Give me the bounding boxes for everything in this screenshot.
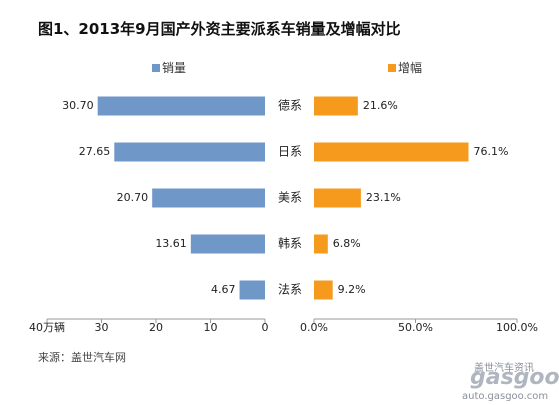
growth-bar — [314, 96, 358, 116]
sales-tick-label: 10 — [204, 321, 218, 334]
category-label: 日系 — [278, 145, 302, 159]
growth-bar — [314, 280, 333, 300]
growth-value-label: 21.6% — [363, 99, 398, 112]
growth-value-label: 9.2% — [338, 283, 366, 296]
legend: 销量 增幅 — [152, 60, 422, 75]
growth-tick-label: 50.0% — [398, 321, 433, 334]
sales-bar — [190, 234, 265, 254]
legend-label-growth: 增幅 — [398, 60, 422, 75]
sales-value-label: 27.65 — [79, 145, 111, 158]
legend-label-sales: 销量 — [162, 61, 186, 75]
category-label: 美系 — [278, 191, 302, 205]
sales-bars: 30.70 27.65 20.70 13.61 4.67 — [62, 96, 266, 300]
sales-bar — [152, 188, 265, 208]
sales-tick-label: 30 — [95, 321, 109, 334]
growth-value-label: 6.8% — [333, 237, 361, 250]
sales-value-label: 13.61 — [155, 237, 187, 250]
category-label: 韩系 — [278, 236, 302, 251]
growth-tick-label: 100.0% — [496, 321, 538, 334]
growth-axis: 0.0% 50.0% 100.0% — [300, 318, 538, 334]
sales-tick-label: 0 — [262, 321, 269, 334]
sales-bar — [239, 280, 265, 300]
chart-title: 图1、2013年9月国产外资主要派系车销量及增幅对比 — [38, 20, 401, 38]
sales-value-label: 4.67 — [211, 283, 236, 296]
sales-tick-label: 20 — [149, 321, 163, 334]
sales-value-label: 30.70 — [62, 99, 94, 112]
watermark-logo: gasgoo — [470, 365, 559, 390]
watermark-tagline: 盖世汽车资讯 — [474, 361, 534, 374]
growth-bars: 21.6% 76.1% 23.1% 6.8% 9.2% — [314, 96, 508, 300]
legend-swatch-growth — [388, 64, 396, 72]
growth-bar — [314, 188, 361, 208]
watermark: gasgoo 盖世汽车资讯 auto.gasgoo.com — [462, 361, 559, 402]
source-note: 来源：盖世汽车网 — [38, 350, 126, 364]
growth-value-label: 23.1% — [366, 191, 401, 204]
sales-axis: 40万辆 30 20 10 0 — [29, 318, 269, 334]
sales-bar — [114, 142, 266, 162]
watermark-url: auto.gasgoo.com — [462, 391, 548, 402]
growth-value-label: 76.1% — [473, 145, 508, 158]
growth-tick-label: 0.0% — [300, 321, 328, 334]
sales-tick-label: 40万辆 — [29, 320, 65, 334]
legend-swatch-sales — [152, 64, 160, 72]
sales-bar — [97, 96, 265, 116]
growth-bar — [314, 234, 328, 254]
growth-bar — [314, 142, 469, 162]
sales-value-label: 20.70 — [117, 191, 149, 204]
category-label: 德系 — [278, 98, 302, 113]
category-label: 法系 — [278, 283, 302, 297]
